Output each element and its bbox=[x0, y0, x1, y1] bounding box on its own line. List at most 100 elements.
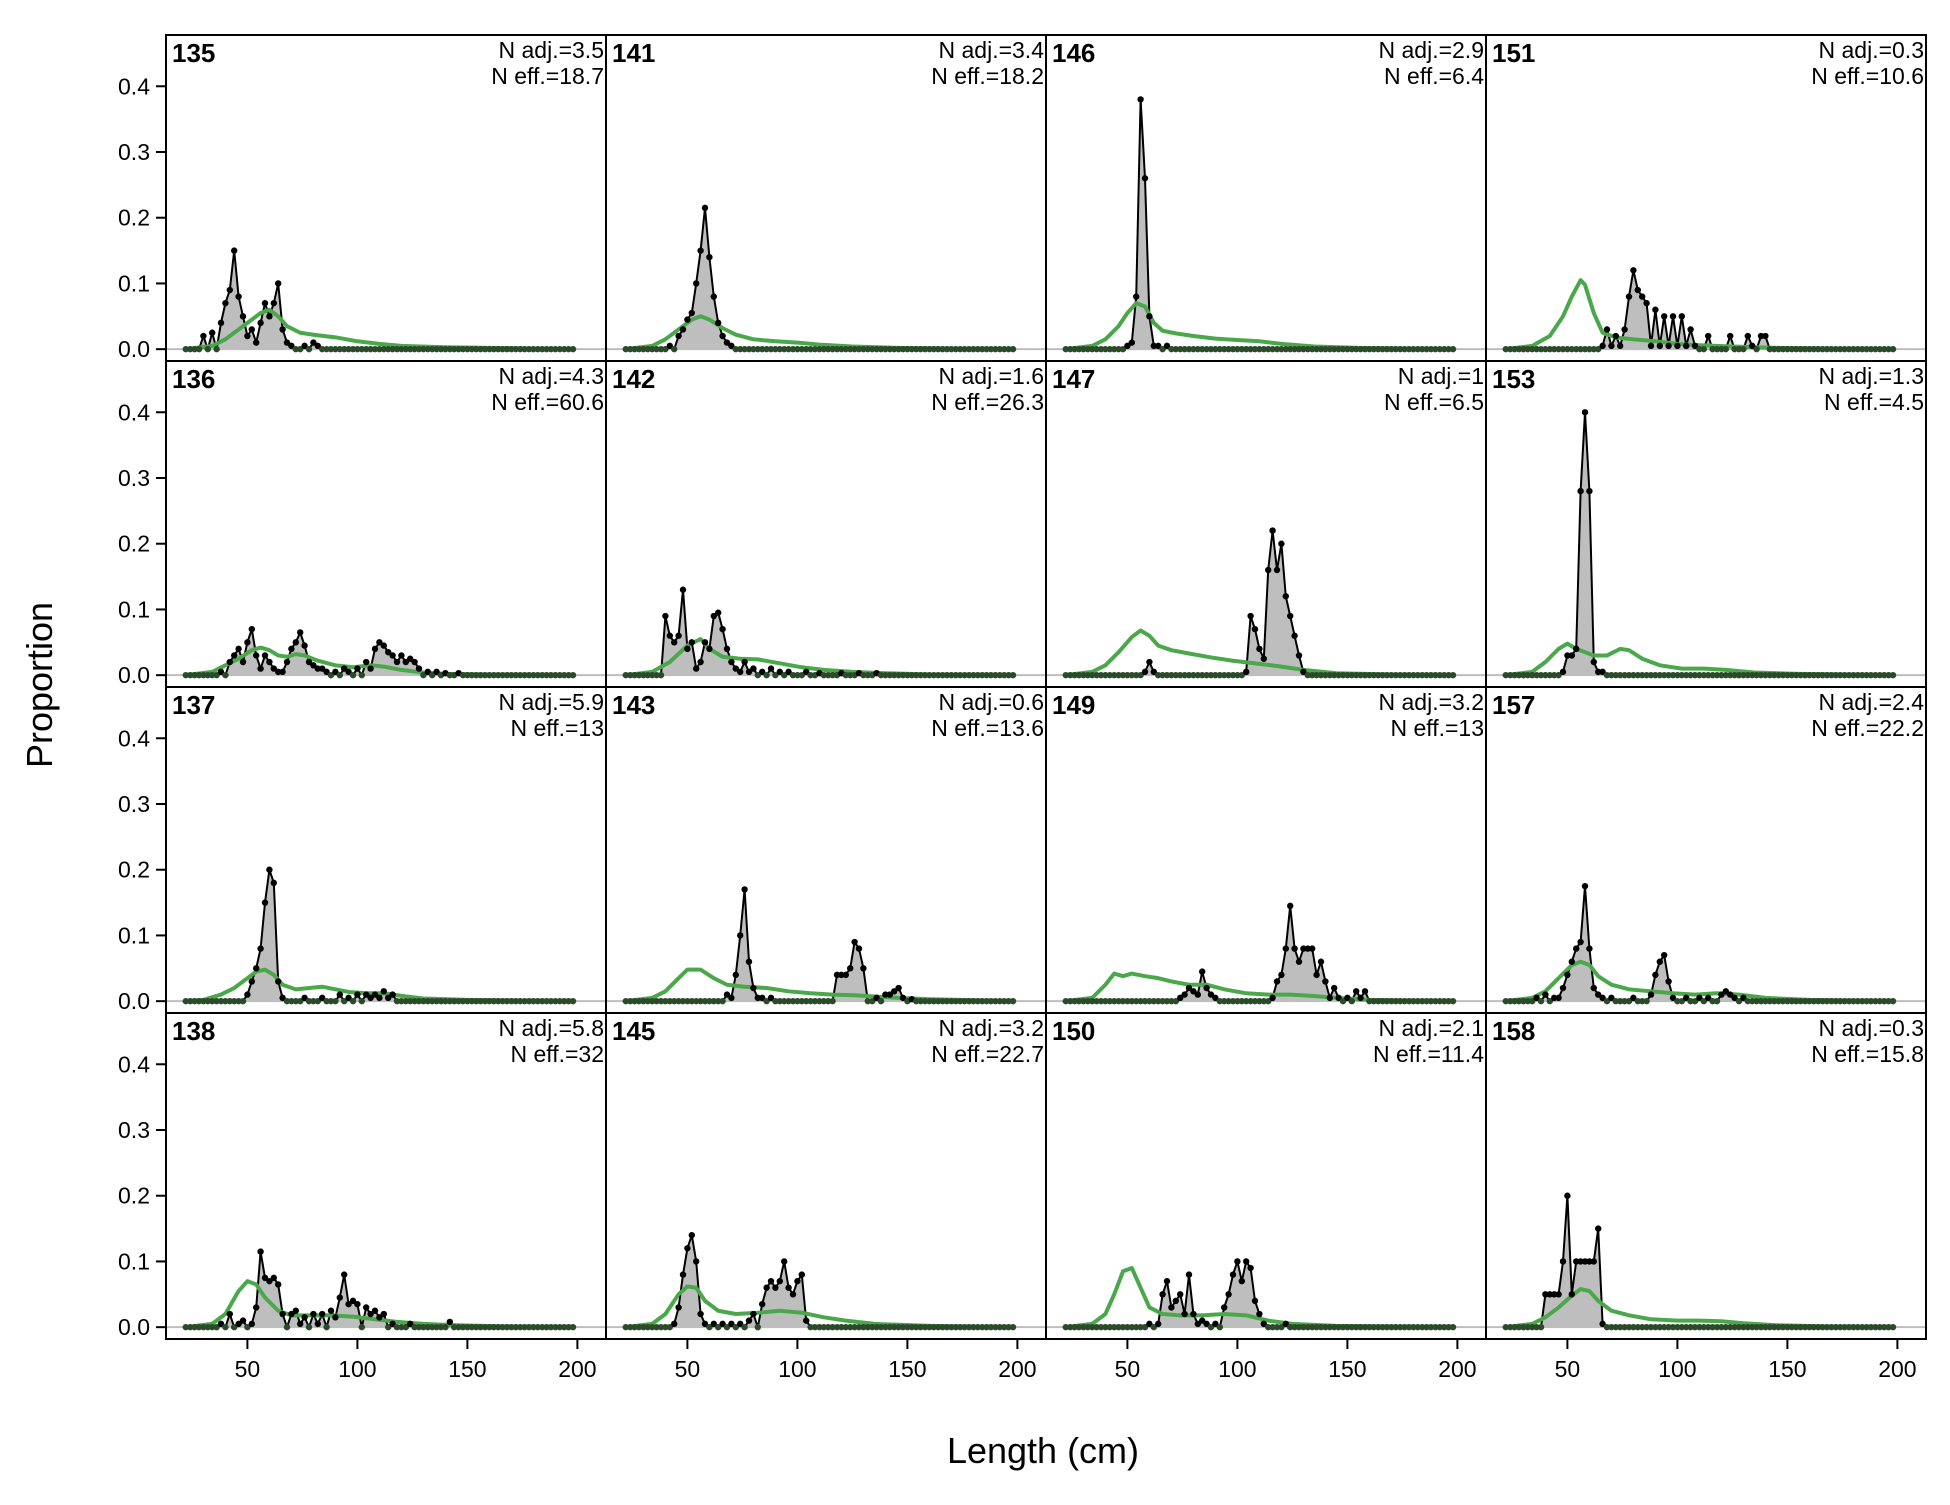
panel-157: 157 N adj.=2.4N eff.=22.2 bbox=[1485, 686, 1927, 1014]
observed-point bbox=[1845, 345, 1853, 353]
observed-point bbox=[1225, 997, 1232, 1005]
observed-point bbox=[1150, 668, 1158, 676]
observed-point bbox=[697, 247, 704, 254]
observed-point bbox=[1229, 997, 1237, 1005]
observed-point bbox=[358, 345, 365, 353]
observed-point bbox=[314, 997, 321, 1005]
observed-point bbox=[297, 997, 304, 1005]
observed-point bbox=[490, 997, 497, 1005]
n-adj-label: N adj.=3.5 bbox=[499, 37, 605, 63]
observed-point bbox=[635, 671, 643, 679]
observed-point bbox=[1581, 882, 1589, 890]
observed-point bbox=[1775, 345, 1782, 353]
observed-point bbox=[569, 345, 577, 353]
observed-point bbox=[666, 997, 673, 1005]
observed-point bbox=[833, 1323, 841, 1331]
observed-point bbox=[323, 997, 330, 1005]
observed-point bbox=[627, 1323, 634, 1331]
observed-point bbox=[231, 997, 238, 1005]
observed-point bbox=[257, 665, 264, 672]
observed-point bbox=[1097, 997, 1105, 1005]
observed-point bbox=[860, 965, 867, 972]
observed-point bbox=[1221, 1304, 1228, 1311]
observed-point bbox=[688, 997, 695, 1005]
observed-point bbox=[693, 1258, 700, 1265]
observed-point bbox=[1282, 945, 1290, 952]
observed-point bbox=[1410, 1323, 1417, 1331]
observed-point bbox=[1599, 342, 1606, 350]
observed-point bbox=[666, 1323, 673, 1331]
observed-point bbox=[754, 671, 761, 679]
observed-point bbox=[402, 658, 409, 666]
observed-point bbox=[1647, 991, 1655, 998]
observed-point bbox=[1647, 1323, 1655, 1331]
observed-point bbox=[1062, 1323, 1070, 1331]
observed-point bbox=[1502, 1323, 1510, 1331]
observed-point bbox=[1823, 345, 1831, 353]
observed-point bbox=[1278, 540, 1285, 547]
observed-point bbox=[1801, 345, 1809, 353]
panel-138: 138 N adj.=5.8N eff.=320.00.10.20.30.450 1… bbox=[118, 1012, 607, 1382]
observed-point bbox=[1639, 997, 1646, 1005]
observed-point bbox=[349, 997, 357, 1005]
observed-point bbox=[1757, 671, 1765, 679]
observed-point bbox=[257, 945, 264, 952]
observed-point bbox=[983, 345, 990, 353]
observed-point bbox=[1251, 997, 1259, 1005]
observed-point bbox=[688, 639, 695, 646]
observed-line bbox=[1065, 99, 1453, 351]
observed-point bbox=[481, 671, 489, 679]
observed-point bbox=[468, 1323, 475, 1331]
observed-point bbox=[829, 345, 836, 353]
observed-point bbox=[1009, 345, 1017, 353]
observed-point bbox=[965, 997, 973, 1005]
observed-point bbox=[539, 671, 546, 679]
observed-point bbox=[204, 997, 211, 1005]
observed-point bbox=[794, 997, 801, 1005]
expected-line bbox=[185, 1279, 576, 1330]
observed-point bbox=[283, 339, 291, 346]
observed-point bbox=[1872, 671, 1879, 679]
observed-point bbox=[1326, 345, 1334, 353]
observed-point bbox=[292, 639, 299, 646]
observed-point bbox=[961, 671, 968, 679]
observed-point bbox=[759, 994, 766, 1002]
observed-point bbox=[657, 1323, 665, 1331]
observed-point bbox=[1141, 1323, 1149, 1331]
observed-point bbox=[1383, 345, 1391, 353]
x-tick-label: 200 bbox=[1438, 1356, 1476, 1382]
observed-point bbox=[913, 345, 920, 353]
observed-point bbox=[1080, 1323, 1087, 1331]
observed-point bbox=[547, 1323, 555, 1331]
observed-point bbox=[1630, 1323, 1637, 1331]
panel-label: 146 bbox=[1052, 38, 1095, 68]
observed-point bbox=[385, 1323, 392, 1331]
observed-point bbox=[1185, 345, 1193, 353]
observed-point bbox=[996, 345, 1003, 353]
observed-point bbox=[1111, 1323, 1118, 1331]
observed-point bbox=[671, 1320, 678, 1328]
observed-point bbox=[803, 997, 810, 1005]
observed-point bbox=[1247, 997, 1254, 1005]
observed-point bbox=[723, 339, 731, 346]
observed-point bbox=[195, 1323, 203, 1331]
observed-point bbox=[1146, 997, 1153, 1005]
observed-area bbox=[185, 629, 574, 676]
observed-point bbox=[1322, 345, 1329, 353]
observed-point bbox=[1080, 671, 1087, 679]
observed-point bbox=[517, 345, 524, 353]
observed-point bbox=[1133, 293, 1140, 300]
observed-point bbox=[1265, 345, 1272, 353]
observed-point bbox=[459, 1323, 467, 1331]
observed-point bbox=[1317, 671, 1325, 679]
observed-point bbox=[336, 345, 343, 353]
observed-point bbox=[631, 1323, 638, 1331]
observed-point bbox=[1119, 345, 1127, 353]
observed-point bbox=[1155, 1320, 1162, 1328]
observed-point bbox=[741, 658, 748, 666]
observed-point bbox=[1427, 997, 1435, 1005]
observed-point bbox=[1590, 658, 1598, 666]
observed-point bbox=[1234, 997, 1241, 1005]
observed-point bbox=[935, 1323, 942, 1331]
observed-point bbox=[820, 345, 827, 353]
